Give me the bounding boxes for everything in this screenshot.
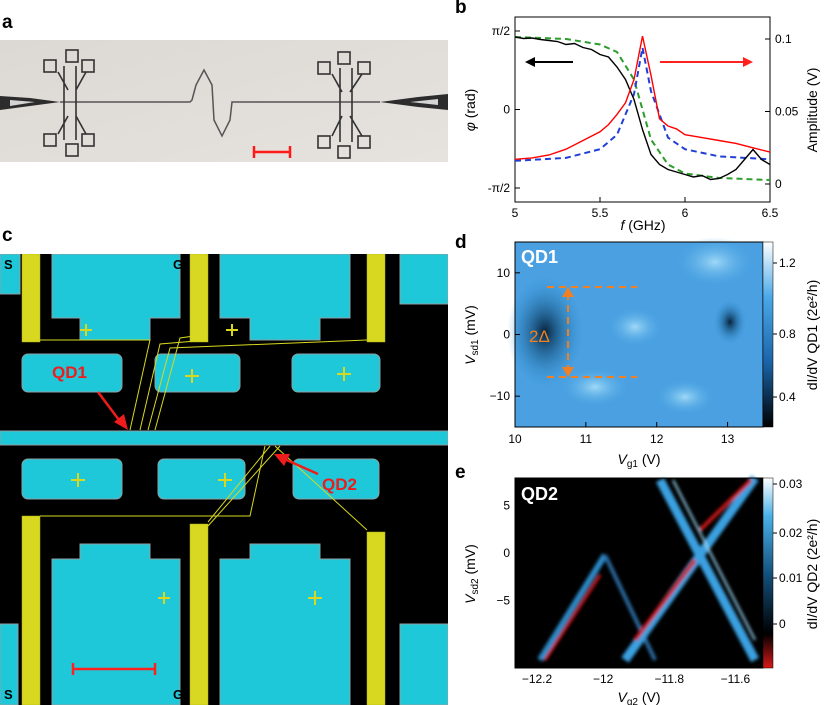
arrow-left-phase (525, 57, 573, 67)
colorbar-tick-label: 0.01 (779, 571, 803, 585)
y-right-tick-label: 0.05 (775, 105, 799, 119)
scale-bar-a (252, 146, 292, 158)
pad-low-3 (292, 458, 380, 500)
x-tick-label: −11.6 (721, 672, 751, 686)
x-label-e: Vg2 (V) (617, 689, 660, 705)
y-left-tick-label: π/2 (492, 24, 511, 38)
coulomb-lines (537, 475, 759, 663)
pad-mid-1 (21, 353, 123, 393)
y-left-tick-label: -π/2 (488, 181, 511, 195)
contact-S-top (21, 254, 41, 343)
micrograph-background (0, 40, 448, 162)
contact-D-top (366, 254, 386, 343)
panel-letter-c: c (2, 225, 13, 246)
x-tick-label: 5.5 (592, 206, 609, 220)
left-device (43, 49, 95, 157)
panel-d-chart: 2Δ QD1 10 11 12 13 10 0 −10 1.2 0.8 0.4 Vsd1 (mV)… (462, 237, 820, 469)
label-G-bottom: G (173, 687, 183, 702)
label-D-bottom: D (350, 687, 359, 702)
colorbar-tick-label: 0.8 (779, 327, 796, 341)
label-D-top: D (350, 257, 359, 272)
x-tick-label: 5 (512, 206, 519, 220)
leads (40, 333, 368, 531)
panel-b-chart: 5 5.5 6 6.5 π/2 0 -π/2 0.1 0.05 0 φ (rad) Amplitu… (462, 16, 820, 233)
y-label-e: Vsd2 (mV) (462, 544, 481, 604)
heatmap-title-qd1: QD1 (521, 247, 558, 267)
series-amplitude-fit (514, 47, 771, 162)
left-probe (0, 96, 60, 110)
y-tick-label: 5 (503, 499, 510, 513)
x-tick-label: −11.8 (655, 672, 685, 686)
y-right-tick-label: 0.1 (775, 32, 792, 46)
gate-pad-top-2 (219, 254, 351, 341)
pad-low-2 (157, 458, 246, 500)
contact-G-bottom (189, 523, 209, 705)
gate-pad-bottom-1 (51, 543, 181, 705)
colorbar-label-e: dI/dV QD2 (2e²/h) (804, 519, 820, 630)
panel-a-micrograph (0, 40, 448, 162)
right-device (317, 51, 371, 159)
gap-annotation (547, 286, 637, 378)
panel-letter-d: d (455, 232, 467, 253)
x-tick-label: 13 (721, 432, 735, 446)
panel-e-chart: QD2 −12.2 −12 −11.8 −11.650−50.030.020.010 … (462, 475, 820, 705)
x-tick-label: −12.2 (522, 672, 553, 686)
colorbar-d (762, 241, 774, 428)
alignment-marks (71, 324, 351, 605)
contact-S-bottom (21, 515, 41, 705)
y-tick-label: 0 (503, 546, 510, 560)
y-tick-label: 10 (497, 266, 511, 280)
y-tick-label: −10 (490, 389, 511, 403)
y-tick-label: −5 (496, 594, 510, 608)
y-right-tick-label: 0 (775, 177, 782, 191)
y-label-d: Vsd1 (mV) (462, 305, 481, 365)
y-left-tick-label: 0 (503, 103, 510, 117)
panel-letter-a: a (2, 12, 13, 33)
panel-letter-b: b (455, 0, 467, 18)
y-left-label: φ (rad) (462, 89, 478, 132)
plot-frame (514, 16, 771, 203)
x-label-d: Vg1 (V) (617, 451, 660, 469)
pad-mid-3 (291, 353, 381, 393)
panel-letter-e: e (455, 462, 466, 483)
panel-c-micrograph: S G D S G D QD1 QD2 (0, 254, 448, 705)
qd-arrows (97, 391, 319, 476)
series-phase-fit (514, 36, 771, 181)
arrow-right-amplitude (660, 57, 753, 67)
series-phase (514, 36, 771, 181)
y-tick-label: 0 (503, 328, 510, 342)
colorbar-tick-label: 0.03 (779, 477, 803, 491)
contact-G-top (189, 254, 209, 343)
pad-mid-2 (154, 353, 241, 393)
nanowire-strip (0, 430, 448, 446)
label-QD1: QD1 (52, 363, 87, 382)
colorbar-tick-label: 0.02 (779, 526, 803, 540)
heatmap-title-qd2: QD2 (521, 484, 558, 504)
x-tick-label: 6.5 (762, 206, 779, 220)
contact-D-bottom (366, 531, 386, 705)
label-S-bottom: S (4, 687, 13, 702)
label-G-top: G (173, 257, 183, 272)
x-label: f (GHz) (620, 217, 665, 233)
gate-pad-bottom-2 (219, 543, 351, 705)
x-tick-label: 11 (580, 432, 593, 446)
scale-bar-c (71, 663, 157, 675)
colorbar-label-d: dI/dV QD1 (2e²/h) (804, 280, 820, 391)
x-tick-label: 10 (508, 432, 522, 446)
x-tick-label: 6 (682, 206, 689, 220)
label-S-top: S (4, 257, 13, 272)
y-right-label: Amplitude (V) (804, 68, 820, 153)
x-tick-label: −12 (593, 672, 614, 686)
transmission-line (60, 68, 380, 138)
colorbar-tick-label: 0 (779, 617, 786, 631)
colorbar-e (762, 477, 774, 669)
series-amplitude (514, 35, 771, 160)
colorbar-tick-label: 1.2 (779, 256, 796, 270)
x-tick-label: 12 (650, 432, 664, 446)
annotation-2delta: 2Δ (529, 327, 550, 346)
colorbar-tick-label: 0.4 (779, 390, 796, 404)
label-QD2: QD2 (322, 475, 357, 494)
